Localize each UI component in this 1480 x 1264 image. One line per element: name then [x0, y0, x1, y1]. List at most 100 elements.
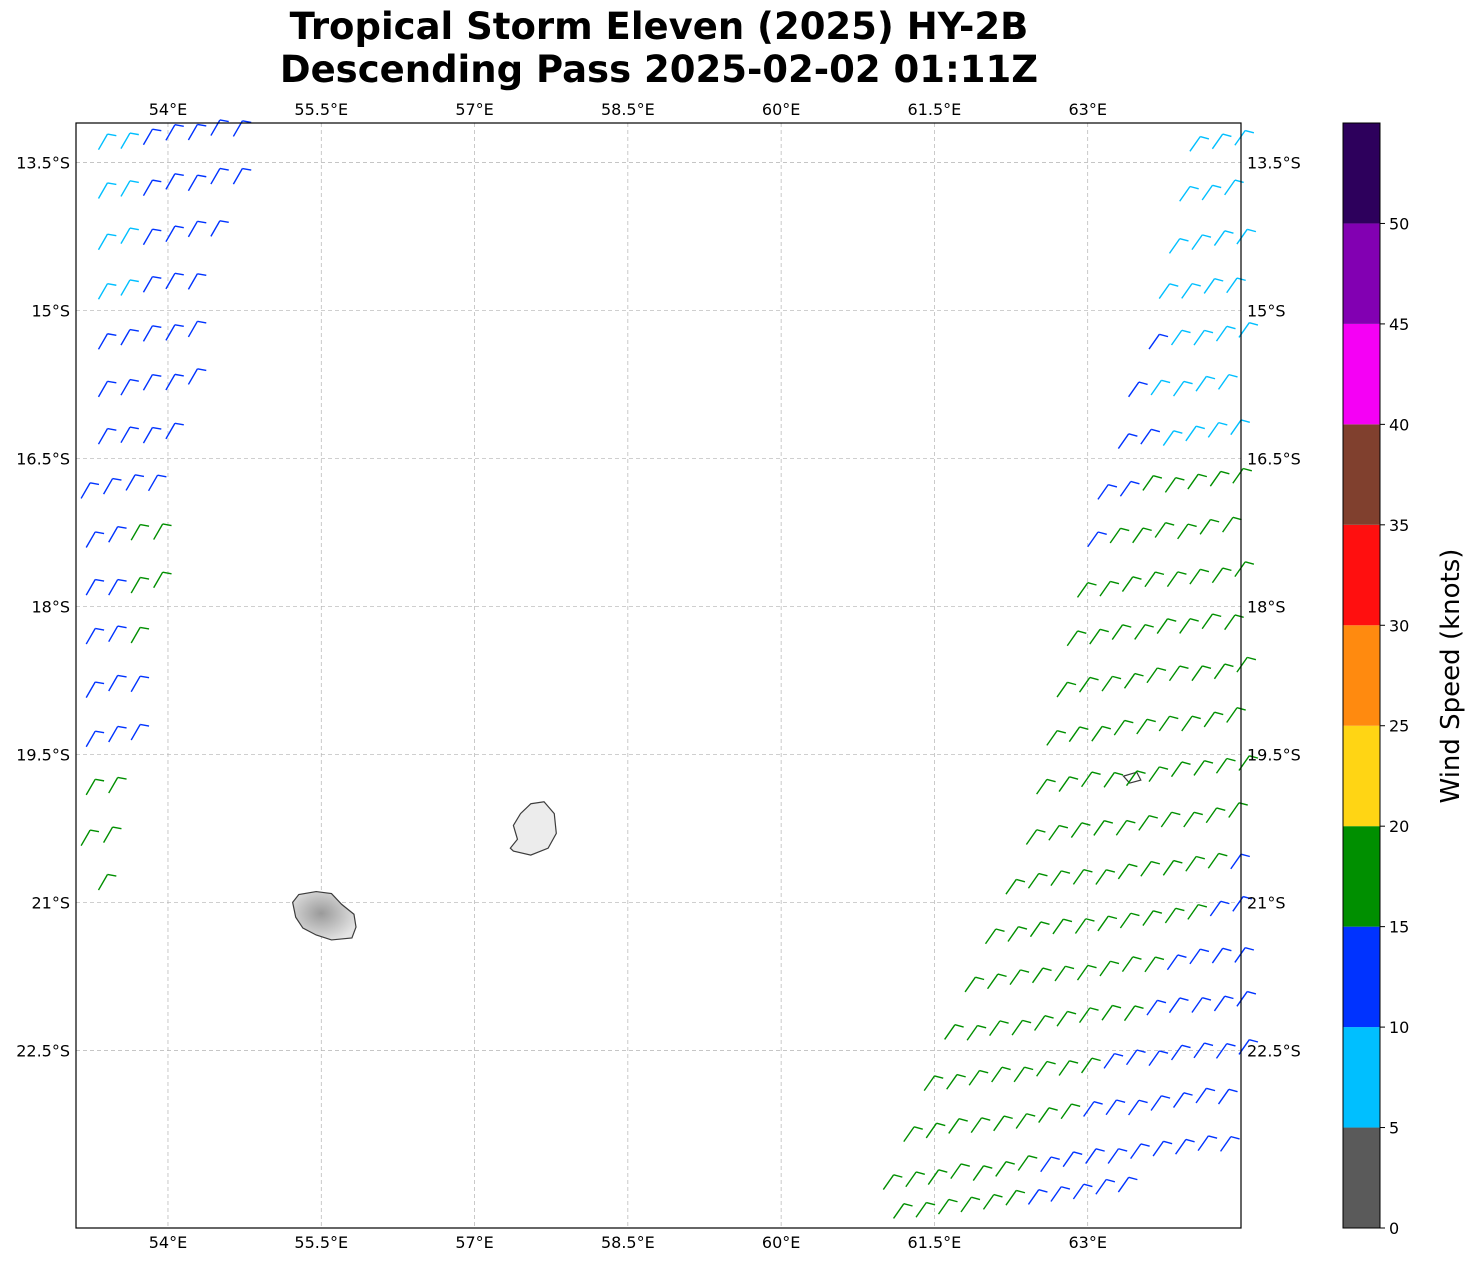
- wind-barb: [232, 167, 252, 185]
- lat-tick-label-left: 15°S: [31, 301, 70, 320]
- wind-barb: [1215, 1042, 1236, 1059]
- wind-barb: [147, 474, 167, 492]
- wind-barb: [142, 275, 162, 293]
- wind-barb: [85, 681, 105, 698]
- wind-barb: [950, 1163, 970, 1180]
- wind-barb: [97, 873, 117, 891]
- wind-barb: [1130, 1143, 1150, 1160]
- lon-tick-label-top: 58.5°E: [601, 100, 655, 119]
- wind-barb: [1009, 969, 1030, 986]
- wind-barb: [1101, 675, 1122, 692]
- wind-barb: [1068, 726, 1089, 743]
- lon-tick-label-bottom: 63°E: [1068, 1233, 1106, 1252]
- wind-barb: [187, 320, 207, 338]
- wind-barb: [1025, 829, 1046, 845]
- lat-tick-label-right: 16.5°S: [1247, 449, 1301, 468]
- wind-barb: [1191, 997, 1212, 1013]
- wind-barb: [1027, 1189, 1048, 1205]
- colorbar-tick-label: 5: [1389, 1119, 1399, 1138]
- colorbar-bin: [1343, 223, 1380, 324]
- wind-barb: [1217, 1088, 1238, 1105]
- wind-barb: [1215, 757, 1236, 774]
- wind-barb: [1117, 1176, 1138, 1193]
- wind-barb: [142, 228, 162, 246]
- wind-barb: [1189, 135, 1210, 152]
- gridlines: [76, 123, 1241, 1228]
- wind-barb: [1193, 1042, 1214, 1059]
- wind-barb: [108, 525, 127, 543]
- axis-ticks: 54°E 54°E 55.5°E 55.5°E 57°E 57°E 58.5°E 58.5°E…: [16, 100, 1301, 1252]
- wind-barb: [1089, 628, 1109, 645]
- wind-barb: [1027, 872, 1048, 889]
- wind-barb: [984, 928, 1005, 945]
- wind-barb: [1142, 910, 1163, 926]
- wind-barb: [937, 1198, 958, 1215]
- lat-tick-label-left: 21°S: [31, 893, 70, 912]
- wind-barb: [1211, 133, 1232, 150]
- wind-barb: [1085, 1148, 1105, 1164]
- wind-barb: [1195, 375, 1216, 392]
- wind-barb: [1168, 997, 1189, 1014]
- wind-barb: [85, 578, 105, 596]
- lon-tick-label-top: 54°E: [149, 100, 187, 119]
- wind-barb: [1099, 960, 1120, 977]
- wind-barb: [1117, 863, 1138, 880]
- wind-barb: [1040, 1156, 1060, 1173]
- colorbar-tick-label: 30: [1389, 616, 1409, 635]
- wind-barb: [1117, 433, 1138, 449]
- wind-barb: [1185, 855, 1206, 872]
- wind-barb: [120, 426, 139, 444]
- wind-barb: [1162, 859, 1183, 876]
- wind-barb: [1166, 571, 1187, 588]
- wind-barb: [1213, 995, 1234, 1012]
- wind-barb: [1081, 1057, 1101, 1074]
- wind-barb: [1236, 228, 1257, 245]
- colorbar-tick-label: 25: [1389, 717, 1409, 736]
- wind-barb: [968, 1069, 989, 1086]
- wind-barb: [1158, 283, 1179, 299]
- wind-barb: [142, 426, 162, 444]
- wind-barb: [97, 133, 117, 151]
- wind-barb: [165, 422, 184, 440]
- wind-barb: [1074, 918, 1095, 934]
- chart-title-line-1: Tropical Storm Eleven (2025) HY-2B: [289, 5, 1029, 48]
- wind-barb: [1066, 630, 1087, 647]
- wind-barb: [97, 333, 117, 350]
- wind-barb: [142, 128, 162, 146]
- wind-barb: [1036, 1060, 1056, 1077]
- lat-tick-label-left: 19.5°S: [16, 745, 70, 764]
- wind-barb: [130, 626, 150, 644]
- wind-barb: [1217, 373, 1238, 390]
- wind-barb: [1168, 665, 1189, 682]
- wind-barb: [1187, 903, 1208, 920]
- wind-barb: [1230, 853, 1250, 870]
- wind-barb: [915, 1201, 936, 1218]
- wind-barb: [1146, 999, 1167, 1016]
- lat-tick-label-left: 22.5°S: [16, 1041, 70, 1060]
- wind-barb: [1201, 184, 1222, 201]
- wind-barb: [966, 1024, 987, 1041]
- lat-tick-label-left: 18°S: [31, 597, 70, 616]
- wind-barb: [1121, 576, 1142, 592]
- wind-barb: [1072, 868, 1093, 885]
- colorbar-tick-label: 0: [1389, 1219, 1399, 1238]
- lon-tick-label-bottom: 58.5°E: [601, 1233, 655, 1252]
- wind-barb: [1087, 531, 1107, 548]
- wind-barb: [1156, 618, 1177, 634]
- wind-barb: [1144, 956, 1165, 973]
- wind-barb: [1123, 672, 1144, 689]
- map-frame: [75, 122, 1242, 1229]
- wind-barb: [1158, 715, 1179, 732]
- wind-barb: [1038, 1107, 1058, 1123]
- wind-barb: [1148, 1050, 1169, 1067]
- wind-barb: [964, 976, 985, 993]
- wind-barb: [1219, 1135, 1240, 1152]
- wind-barb: [1103, 1052, 1124, 1069]
- wind-barb: [1203, 277, 1224, 294]
- wind-barb: [1017, 1155, 1038, 1171]
- colorbar-tick-label: 40: [1389, 415, 1409, 434]
- wind-barb: [1140, 428, 1161, 445]
- wind-barbs: [80, 119, 1259, 1219]
- wind-barb: [1058, 1060, 1079, 1076]
